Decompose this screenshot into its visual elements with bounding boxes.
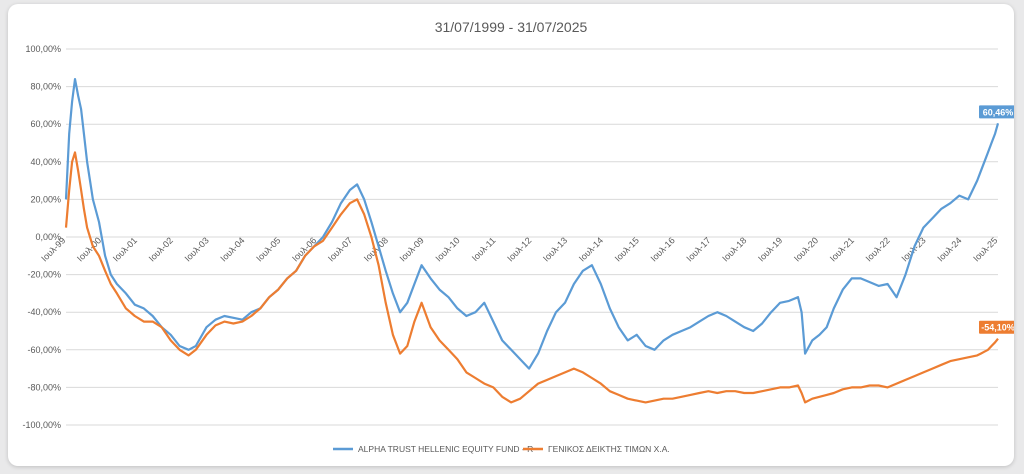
y-tick-label: -80,00% <box>27 382 61 392</box>
x-tick-label: Ιουλ-12 <box>505 235 533 263</box>
end-label-2: -54,10% <box>981 323 1014 333</box>
y-tick-label: 40,00% <box>30 157 61 167</box>
x-tick-label: Ιουλ-24 <box>935 235 963 263</box>
legend-label-1: ALPHA TRUST HELLENIC EQUITY FUND - R <box>358 444 533 454</box>
x-tick-label: Ιουλ-18 <box>720 235 748 263</box>
series-line-2 <box>64 151 999 404</box>
legend: ALPHA TRUST HELLENIC EQUITY FUND - R ΓΕΝΙ… <box>333 444 670 454</box>
x-tick-label: Ιουλ-05 <box>254 235 282 263</box>
x-tick-label: Ιουλ-15 <box>613 235 641 263</box>
series-lines <box>64 78 1000 404</box>
x-tick-label: Ιουλ-19 <box>756 235 784 263</box>
y-tick-label: 0,00% <box>35 232 61 242</box>
y-tick-label: 20,00% <box>30 194 61 204</box>
chart-card: 31/07/1999 - 31/07/2025 100,00% 80,00% 60,… <box>8 4 1014 466</box>
y-tick-label: -40,00% <box>27 307 61 317</box>
x-tick-label: Ιουλ-02 <box>147 235 175 263</box>
x-tick-label: Ιουλ-25 <box>971 235 999 263</box>
end-label-box-1 <box>979 105 1014 119</box>
y-tick-label: -60,00% <box>27 345 61 355</box>
legend-label-2: ΓΕΝΙΚΟΣ ΔΕΙΚΤΗΣ ΤΙΜΩΝ Χ.Α. <box>548 444 670 454</box>
y-tick-label: -20,00% <box>27 270 61 280</box>
x-tick-label: Ιουλ-16 <box>649 235 677 263</box>
gridlines <box>66 48 998 426</box>
x-tick-label: Ιουλ-07 <box>326 235 354 263</box>
x-tick-label: Ιουλ-14 <box>577 235 605 263</box>
x-tick-label: Ιουλ-13 <box>541 235 569 263</box>
x-tick-label: Ιουλ-17 <box>684 235 712 263</box>
chart-title: 31/07/1999 - 31/07/2025 <box>435 19 588 35</box>
series-line-1 <box>64 78 1000 370</box>
x-tick-label: Ιουλ-10 <box>433 235 461 263</box>
x-tick-label: Ιουλ-22 <box>864 235 892 263</box>
x-tick-label: Ιουλ-21 <box>828 235 856 263</box>
end-label-1: 60,46% <box>983 107 1014 117</box>
x-axis-ticks: Ιουλ-99 Ιουλ-00 Ιουλ-01 Ιουλ-02 Ιουλ-03 Ιουλ-… <box>39 235 999 263</box>
end-labels: 60,46% -54,10% <box>979 105 1014 334</box>
y-tick-label: 60,00% <box>30 119 61 129</box>
x-tick-label: Ιουλ-03 <box>183 235 211 263</box>
y-axis-ticks: 100,00% 80,00% 60,00% 40,00% 20,00% 0,00% -20,… <box>22 44 61 430</box>
y-tick-label: -100,00% <box>22 420 61 430</box>
y-tick-label: 100,00% <box>25 44 61 54</box>
y-tick-label: 80,00% <box>30 82 61 92</box>
end-label-box-2 <box>979 320 1014 334</box>
line-chart: 31/07/1999 - 31/07/2025 100,00% 80,00% 60,… <box>22 19 1014 454</box>
x-tick-label: Ιουλ-04 <box>218 235 246 263</box>
x-tick-label: Ιουλ-00 <box>75 235 103 263</box>
x-tick-label: Ιουλ-01 <box>111 235 139 263</box>
x-tick-label: Ιουλ-20 <box>792 235 820 263</box>
x-tick-label: Ιουλ-11 <box>470 235 498 263</box>
x-tick-label: Ιουλ-09 <box>398 235 426 263</box>
